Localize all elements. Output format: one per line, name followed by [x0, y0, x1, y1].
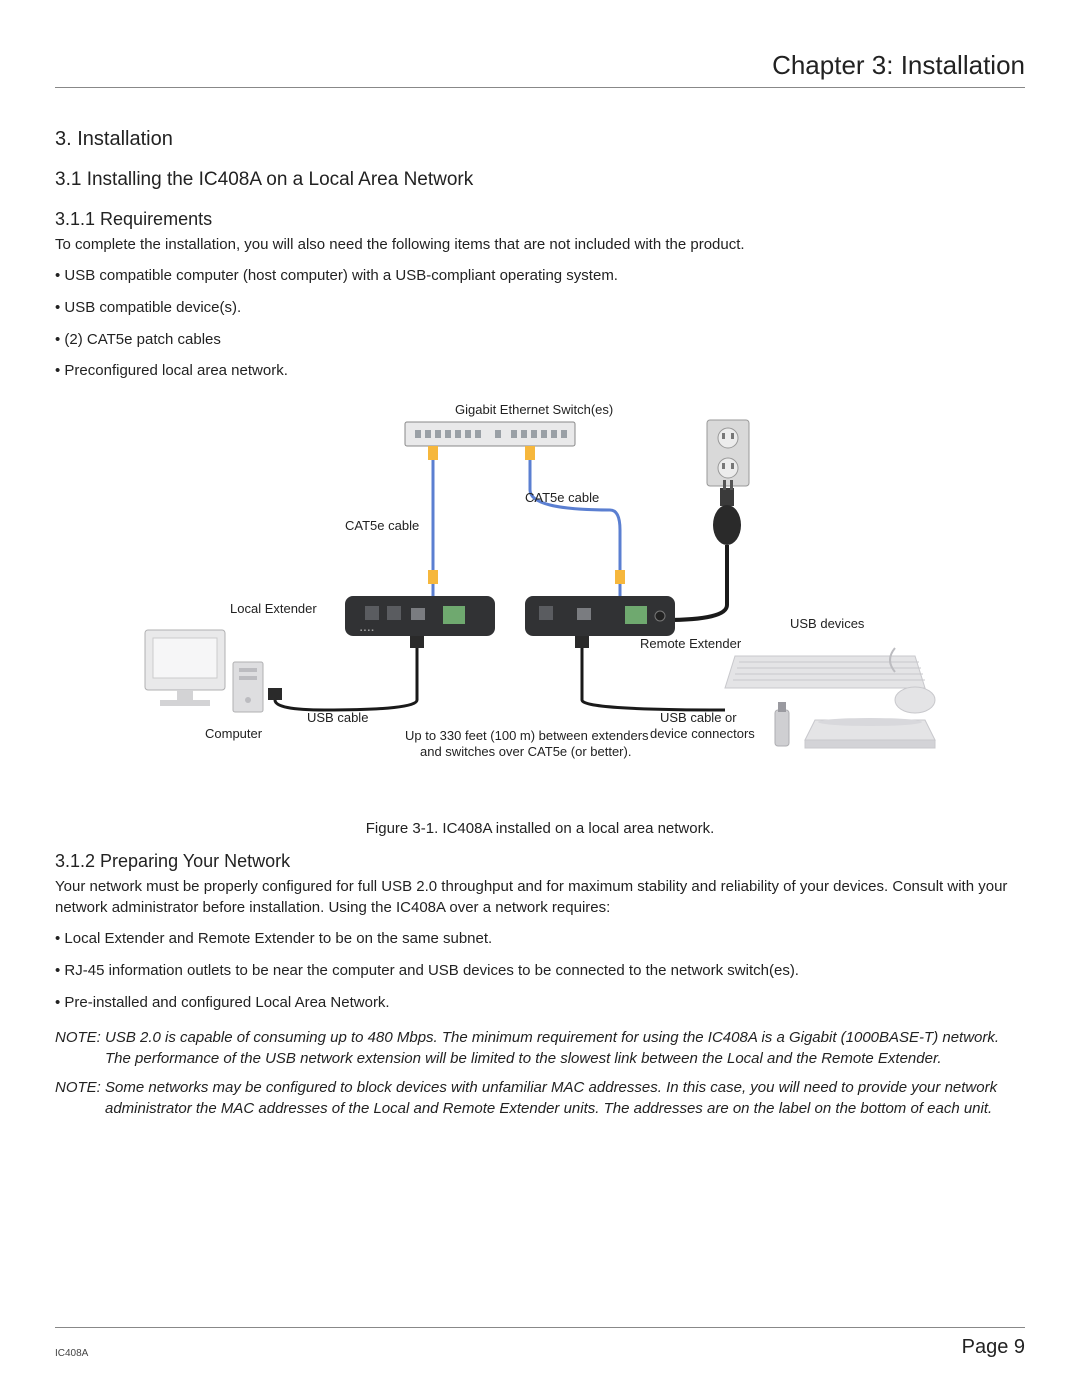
dc-jack	[655, 611, 665, 621]
note-text: NOTE: USB 2.0 is capable of consuming up…	[55, 1027, 1025, 1069]
list-item: Preconfigured local area network.	[55, 360, 1025, 382]
footer-product: IC408A	[55, 1348, 88, 1359]
label-switch: Gigabit Ethernet Switch(es)	[455, 402, 613, 417]
label-cat5e-right: CAT5e cable	[525, 490, 599, 505]
power-plug	[720, 488, 734, 506]
figure-3-1: Gigabit Ethernet Switch(es)	[55, 400, 1025, 800]
list-item: (2) CAT5e patch cables	[55, 329, 1025, 351]
label-cat5e-left: CAT5e cable	[345, 518, 419, 533]
list-item: USB compatible device(s).	[55, 297, 1025, 319]
label-usb-devices: USB devices	[790, 616, 865, 631]
label-device-connectors: device connectors	[650, 726, 755, 741]
rj45-port	[443, 606, 465, 624]
list-item: Local Extender and Remote Extender to be…	[55, 928, 1025, 950]
label-computer: Computer	[205, 726, 263, 741]
chapter-header: Chapter 3: Installation	[55, 50, 1025, 88]
label-remote-extender: Remote Extender	[640, 636, 742, 651]
svg-text:▪ ▪ ▪ ▪: ▪ ▪ ▪ ▪	[360, 628, 374, 634]
rj45-connector	[428, 446, 438, 460]
heading-3-1: 3.1 Installing the IC408A on a Local Are…	[55, 169, 1025, 191]
requirements-list: USB compatible computer (host computer) …	[55, 265, 1025, 382]
document-page: Chapter 3: Installation 3. Installation …	[0, 0, 1080, 1167]
label-local-extender: Local Extender	[230, 601, 317, 616]
preparing-intro: Your network must be properly configured…	[55, 876, 1025, 918]
label-distance-1: Up to 330 feet (100 m) between extenders	[405, 728, 649, 743]
mouse-icon	[895, 687, 935, 713]
figure-caption: Figure 3-1. IC408A installed on a local …	[55, 820, 1025, 837]
label-usb-cable: USB cable	[307, 710, 368, 725]
label-distance-2: and switches over CAT5e (or better).	[420, 744, 631, 759]
heading-3-1-2: 3.1.2 Preparing Your Network	[55, 851, 1025, 872]
computer-icon	[145, 630, 263, 712]
note-text: NOTE: Some networks may be configured to…	[55, 1077, 1025, 1119]
network-diagram: Gigabit Ethernet Switch(es)	[125, 400, 955, 800]
heading-3: 3. Installation	[55, 128, 1025, 151]
label-usb-cable-or: USB cable or	[660, 710, 737, 725]
flash-drive-icon	[775, 710, 789, 746]
usb-port	[411, 608, 425, 620]
power-adapter	[713, 505, 741, 545]
preparing-list: Local Extender and Remote Extender to be…	[55, 928, 1025, 1013]
page-footer: IC408A Page 9	[55, 1327, 1025, 1359]
list-item: Pre-installed and configured Local Area …	[55, 992, 1025, 1014]
footer-page: Page 9	[962, 1336, 1025, 1359]
requirements-intro: To complete the installation, you will a…	[55, 234, 1025, 255]
list-item: RJ-45 information outlets to be near the…	[55, 960, 1025, 982]
list-item: USB compatible computer (host computer) …	[55, 265, 1025, 287]
heading-3-1-1: 3.1.1 Requirements	[55, 209, 1025, 230]
